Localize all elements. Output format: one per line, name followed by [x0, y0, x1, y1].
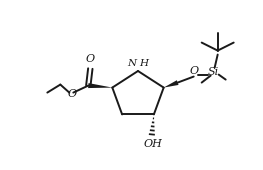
- Polygon shape: [88, 83, 112, 88]
- Polygon shape: [164, 80, 179, 88]
- Text: H: H: [139, 59, 148, 68]
- Text: OH: OH: [143, 139, 162, 149]
- Text: N: N: [127, 59, 136, 68]
- Text: O: O: [189, 66, 198, 76]
- Text: Si: Si: [208, 67, 219, 76]
- Text: O: O: [68, 89, 77, 99]
- Text: O: O: [86, 54, 95, 64]
